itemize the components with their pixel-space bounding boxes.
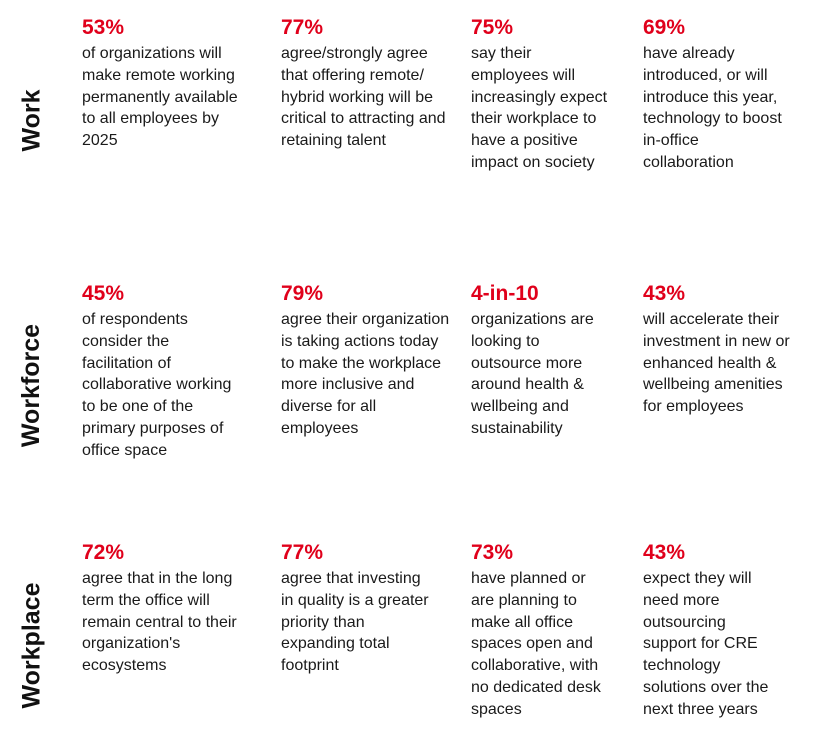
stat-card: 73% have planned or are planning to make… (471, 541, 611, 721)
stat-description: organizations are looking to outsource m… (471, 311, 594, 437)
row-label-text: Workplace (17, 582, 46, 708)
stat-description: agree/strongly agree that offering remot… (281, 45, 446, 150)
stat-value: 77% (281, 16, 324, 39)
stat-card: 72% agree that in the long term the offi… (82, 541, 247, 677)
stat-value: 73% (471, 541, 514, 564)
stat-description: agree their organization is taking actio… (281, 311, 450, 437)
row-label-text: Work (17, 88, 46, 152)
stat-card: 43% will accelerate their investment in … (643, 282, 793, 418)
stat-value: 43% (643, 541, 686, 564)
stat-card: 69% have already introduced, or will int… (643, 16, 783, 174)
row-label-workforce: Workforce (0, 310, 64, 460)
stat-description: of respondents consider the facilitation… (82, 311, 232, 459)
stat-description: will accelerate their investment in new … (643, 311, 790, 416)
stat-value: 77% (281, 541, 324, 564)
stat-description: agree that investing in quality is a gre… (281, 570, 429, 675)
stat-description: have already introduced, or will introdu… (643, 45, 782, 171)
stat-card: 79% agree their organization is taking a… (281, 282, 451, 440)
stat-card: 77% agree/strongly agree that offering r… (281, 16, 451, 152)
stat-value: 72% (82, 541, 125, 564)
row-label-text: Workforce (17, 323, 46, 447)
stat-card: 77% agree that investing in quality is a… (281, 541, 431, 677)
stat-value: 75% (471, 16, 514, 39)
stat-value: 53% (82, 16, 125, 39)
stat-card: 53% of organizations will make remote wo… (82, 16, 252, 152)
stat-value: 43% (643, 282, 686, 305)
stat-value: 69% (643, 16, 686, 39)
stat-card: 43% expect they will need more outsourci… (643, 541, 783, 721)
stat-value: 4-in-10 (471, 282, 539, 305)
stat-card: 45% of respondents consider the facilita… (82, 282, 242, 462)
stat-description: agree that in the long term the office w… (82, 570, 237, 675)
row-label-work: Work (0, 60, 64, 180)
stat-value: 45% (82, 282, 125, 305)
row-label-workplace: Workplace (0, 570, 64, 720)
stat-description: have planned or are planning to make all… (471, 570, 601, 718)
stat-value: 79% (281, 282, 324, 305)
stat-description: say their employees will increasingly ex… (471, 45, 608, 171)
stat-card: 4-in-10 organizations are looking to out… (471, 282, 601, 440)
stat-card: 75% say their employees will increasingl… (471, 16, 611, 174)
stat-description: expect they will need more outsourcing s… (643, 570, 769, 718)
stat-description: of organizations will make remote workin… (82, 45, 238, 150)
